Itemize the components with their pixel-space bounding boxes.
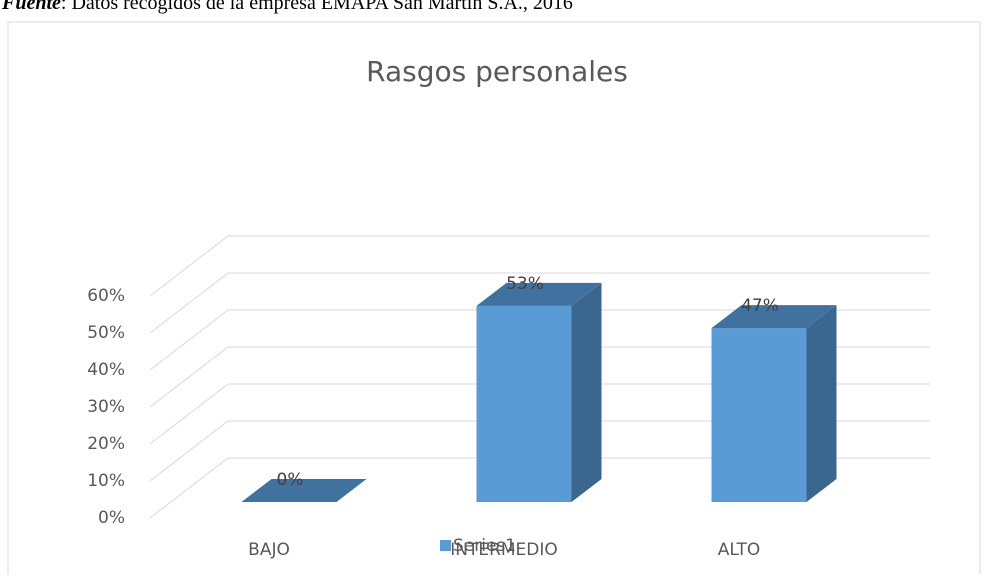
y-tick-label: 60% <box>87 286 125 306</box>
data-label: 53% <box>506 274 544 294</box>
legend-swatch <box>440 540 451 551</box>
x-tick-label: ALTO <box>718 540 761 560</box>
data-label: 0% <box>277 470 304 490</box>
grid-line-side <box>149 457 229 519</box>
chart-border <box>7 21 981 579</box>
grid-line-side <box>149 235 229 297</box>
bar-side <box>571 282 602 502</box>
bar-top <box>476 282 602 306</box>
y-tick-label: 10% <box>87 471 125 491</box>
legend-label: Series1 <box>453 536 516 556</box>
y-tick-label: 30% <box>87 397 125 417</box>
data-label: 47% <box>741 296 779 316</box>
grid-line-side <box>149 272 229 334</box>
y-tick-label: 0% <box>98 508 125 528</box>
source-label: Fuente <box>1 0 61 14</box>
bar-top <box>241 479 367 502</box>
bar-side <box>806 305 837 502</box>
chart-title: Rasgos personales <box>366 55 628 88</box>
grid-line-side <box>149 420 229 482</box>
y-tick-label: 50% <box>87 323 125 343</box>
y-tick-label: 20% <box>87 434 125 454</box>
source-text: : Datos recogidos de la empresa EMAPA Sa… <box>61 0 573 14</box>
bar-top <box>711 305 837 329</box>
grid-line-side <box>149 383 229 445</box>
grid-line-side <box>149 309 229 371</box>
source-line: Fuente: Datos recogidos de la empresa EM… <box>1 0 573 14</box>
bar <box>711 328 807 502</box>
bar <box>476 305 572 502</box>
grid-line-side <box>149 346 229 408</box>
x-tick-label: INTERMEDIO <box>450 540 558 560</box>
y-tick-label: 40% <box>87 360 125 380</box>
x-tick-label: BAJO <box>248 540 290 560</box>
